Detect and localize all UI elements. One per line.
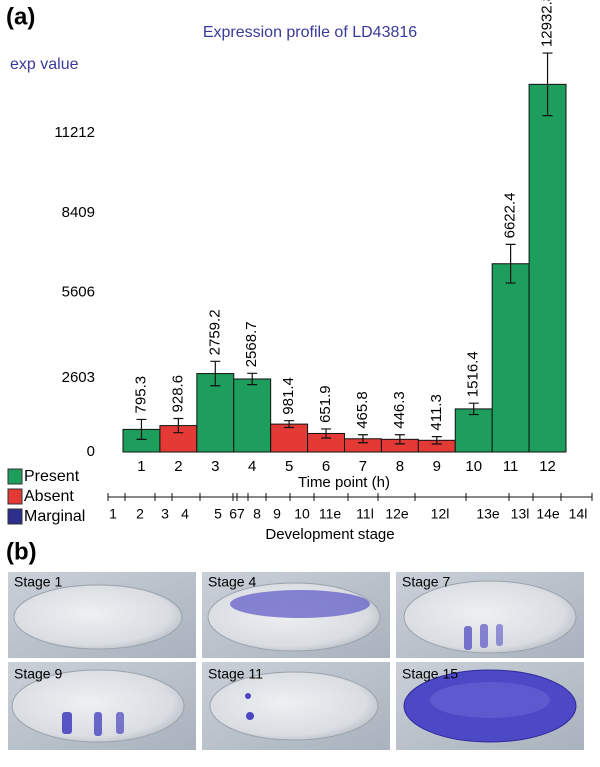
y-tick-label: 5606 [62, 284, 95, 301]
y-tick-label: 8409 [62, 204, 95, 221]
x-tick-label: 11 [503, 458, 519, 475]
y-axis-label: exp value [10, 56, 79, 73]
bar [270, 423, 309, 453]
value-label: 928.6 [169, 375, 186, 413]
legend-swatch [7, 468, 23, 485]
stage-label: 13l [511, 506, 530, 522]
stage-label: 1 [109, 506, 117, 522]
value-label: 2759.2 [206, 309, 223, 355]
x-tick-label: 7 [359, 458, 367, 475]
image-label: Stage 7 [402, 574, 450, 590]
error-bar [431, 436, 442, 445]
x-tick-label: 10 [465, 458, 482, 475]
image-label: Stage 9 [14, 666, 62, 682]
panel-label: (a) [6, 3, 35, 30]
x-axis-label: Time point (h) [298, 474, 390, 491]
error-bar [505, 243, 516, 284]
stage-label: 11l [356, 506, 374, 522]
bar [196, 373, 235, 453]
y-tick-label: 2603 [62, 369, 95, 386]
embryo-image: Stage 1 [8, 572, 196, 658]
x-tick-label: 12 [539, 458, 556, 475]
embryo-image: Stage 4 [202, 572, 390, 658]
image-grid: Stage 1 Stage 4 Stage 7 Stage 9 [8, 572, 584, 750]
value-label: 651.9 [317, 385, 334, 423]
value-label: 446.3 [391, 391, 408, 429]
embryo-image: Stage 11 [202, 662, 390, 750]
image-label: Stage 11 [208, 666, 263, 682]
image-label: Stage 4 [208, 574, 256, 590]
image-label: Stage 1 [14, 574, 62, 590]
error-bar [357, 434, 368, 444]
error-bar [394, 434, 405, 445]
legend-swatch [7, 508, 23, 525]
error-bar [173, 417, 184, 434]
legend-label: Marginal [24, 508, 85, 525]
value-label: 981.4 [280, 377, 297, 415]
legend-label: Present [24, 468, 80, 485]
x-tick-label: 3 [211, 458, 219, 475]
value-label: 1516.4 [465, 351, 482, 397]
stage-axis-label: Development stage [265, 526, 394, 543]
panel-label: (b) [6, 538, 37, 565]
error-bar [284, 420, 295, 429]
x-tick-label: 9 [433, 458, 441, 475]
x-tick-label: 4 [248, 458, 256, 475]
error-bar [247, 372, 258, 386]
bar [454, 408, 493, 453]
stage-label: 13e [476, 506, 500, 522]
y-tick-label: 0 [87, 443, 95, 460]
value-label: 465.8 [354, 391, 371, 429]
stage-label: 10 [294, 506, 310, 522]
stage-label: 12l [431, 506, 450, 522]
x-tick-label: 5 [285, 458, 293, 475]
x-tick-label: 1 [137, 458, 145, 475]
y-tick-label: 11212 [54, 124, 95, 141]
stage-label: 11e [319, 506, 342, 522]
stage-label: 14l [569, 506, 588, 522]
value-label: 795.3 [132, 376, 149, 414]
chart-title: Expression profile of LD43816 [203, 24, 417, 41]
bar [528, 83, 567, 453]
embryo-image: Stage 9 [8, 662, 196, 750]
error-bar [210, 360, 221, 387]
stage-label: 3 [161, 506, 169, 522]
bar [491, 263, 530, 453]
value-label: 2568.7 [243, 321, 260, 367]
embryo-image: Stage 7 [396, 572, 584, 658]
stage-label: 8 [253, 506, 261, 522]
error-bar [321, 428, 332, 439]
stage-label: 5 [214, 506, 222, 522]
stage-label: 9 [273, 506, 281, 522]
legend-swatch [7, 488, 23, 505]
bar [233, 378, 272, 453]
embryo-image: Stage 15 [396, 662, 584, 750]
stage-label: 4 [181, 506, 189, 522]
stage-label: 67 [229, 506, 245, 522]
error-bar [542, 52, 553, 117]
stage-label: 2 [136, 506, 144, 522]
x-tick-label: 2 [174, 458, 182, 475]
error-bar [468, 402, 479, 416]
x-tick-label: 8 [396, 458, 404, 475]
error-bar [136, 418, 147, 440]
stage-label: 14e [536, 506, 560, 522]
value-label: 6622.4 [502, 193, 519, 239]
stage-label: 12e [385, 506, 409, 522]
value-label: 411.3 [428, 394, 445, 430]
x-tick-label: 6 [322, 458, 330, 475]
image-label: Stage 15 [402, 666, 458, 682]
value-label: 12932.8 [539, 0, 556, 47]
legend-label: Absent [24, 488, 74, 505]
